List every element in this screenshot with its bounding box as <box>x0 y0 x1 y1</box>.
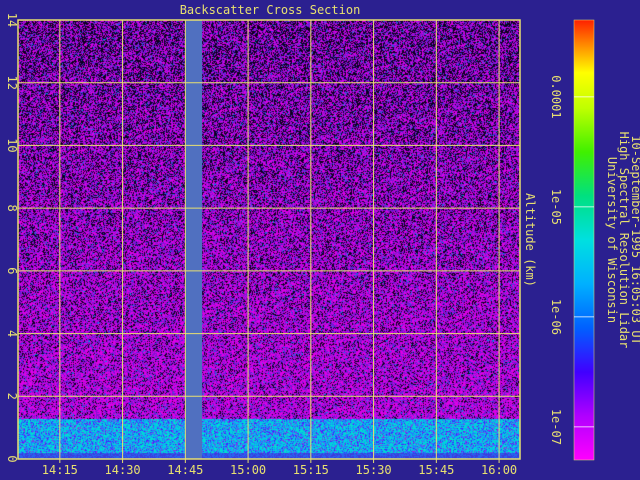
x-tick-label: 15:00 <box>230 463 266 477</box>
data-gap <box>185 20 203 459</box>
colorbar <box>573 19 595 461</box>
info-line-2: High Spectral Resolution Lidar <box>617 132 631 349</box>
y-axis: 0 2 4 6 8 10 12 14 <box>5 13 19 463</box>
y-tick-label: 2 <box>5 393 19 400</box>
y-tick-label: 12 <box>5 75 19 89</box>
heatmap-image <box>18 20 520 459</box>
y-axis-label: Altitude (km) <box>523 193 537 287</box>
y-tick-label: 8 <box>5 205 19 212</box>
y-tick-label: 4 <box>5 330 19 337</box>
x-tick-label: 14:15 <box>42 463 78 477</box>
colorbar-tick-label: 0.0001 <box>549 75 563 118</box>
x-tick-label: 15:15 <box>293 463 329 477</box>
x-tick-label: 15:30 <box>356 463 392 477</box>
colorbar-ticks: 1e-07 1e-06 1e-05 0.0001 <box>549 75 594 445</box>
colorbar-tick-label: 1e-07 <box>549 409 563 445</box>
info-line-3: 10-September-1995 16:05:03 UT <box>629 135 640 345</box>
colorbar-tick-label: 1e-05 <box>549 189 563 225</box>
x-tick-label: 16:00 <box>481 463 517 477</box>
colorbar-tick-label: 1e-06 <box>549 299 563 335</box>
x-tick-label: 14:45 <box>167 463 203 477</box>
y-tick-label: 0 <box>5 455 19 462</box>
x-tick-label: 15:45 <box>418 463 454 477</box>
info-line-1: University of Wisconsin <box>605 157 619 323</box>
heatmap <box>18 20 520 459</box>
instrument-info: University of Wisconsin High Spectral Re… <box>605 132 640 349</box>
y-tick-label: 6 <box>5 267 19 274</box>
y-tick-label: 14 <box>5 13 19 27</box>
x-axis: 14:15 14:30 14:45 15:00 15:15 15:30 15:45 16:00 <box>42 459 517 477</box>
x-tick-label: 14:30 <box>105 463 141 477</box>
chart-title: Backscatter Cross Section <box>180 3 361 17</box>
plot-frame <box>17 19 521 460</box>
y-tick-label: 10 <box>5 138 19 152</box>
